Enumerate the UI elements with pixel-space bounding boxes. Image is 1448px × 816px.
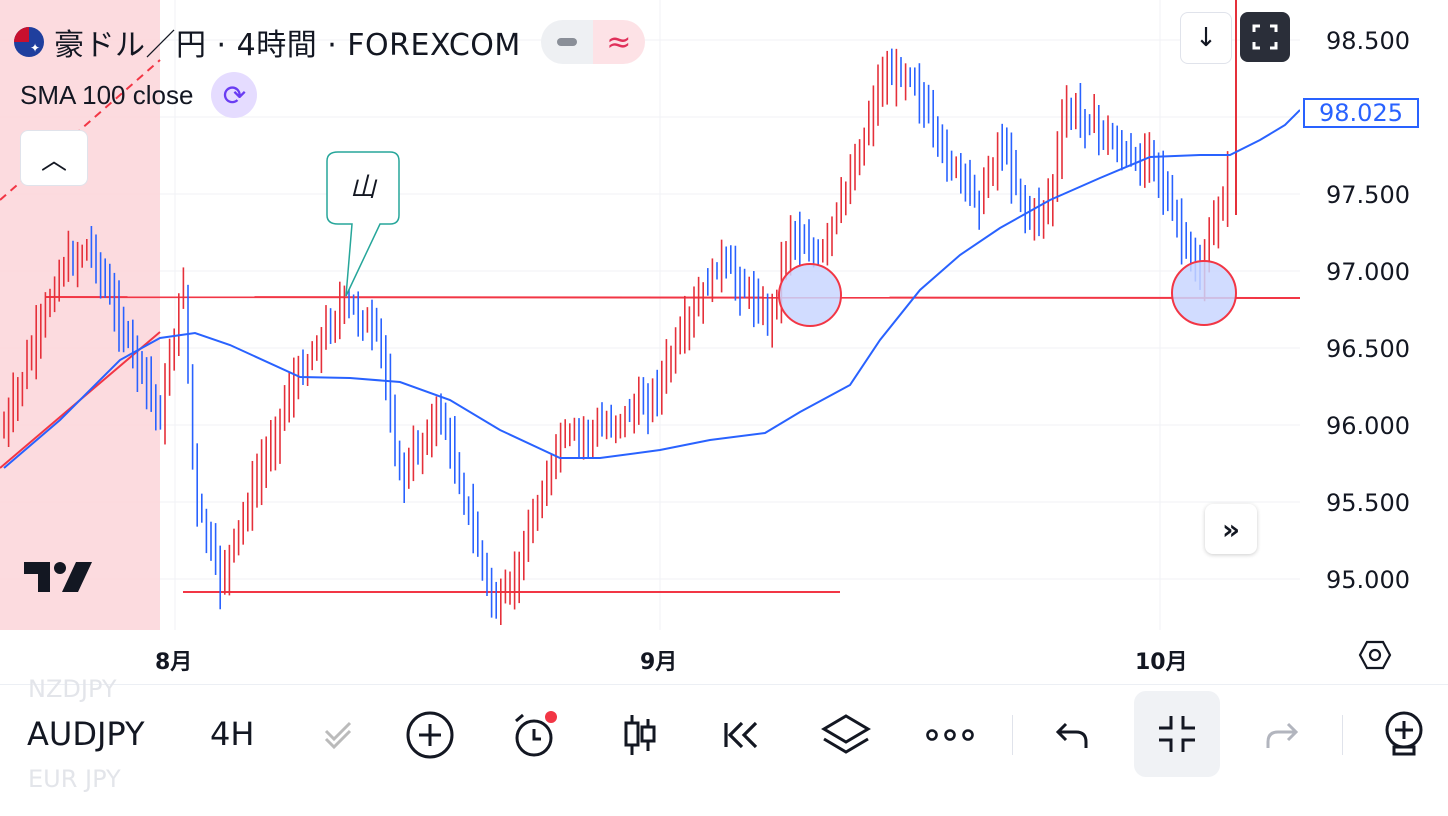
chart-type-button[interactable] <box>612 707 668 763</box>
rewind-icon <box>724 721 758 749</box>
current-price-label: 98.025 <box>1303 98 1419 128</box>
minus-icon[interactable] <box>540 20 593 64</box>
arrow-down-icon: ↓ <box>1195 23 1217 53</box>
alarm-clock-icon <box>515 711 557 757</box>
symbol-prev[interactable]: NZDJPY <box>28 675 117 703</box>
double-chevron-right-icon: » <box>1221 512 1241 546</box>
price-label: 95.500 <box>1326 489 1410 517</box>
scroll-to-realtime-button[interactable]: » <box>1205 504 1257 554</box>
more-button[interactable] <box>922 707 978 763</box>
bottom-toolbar: NZDJPY AUDJPY EUR JPY 4H <box>0 675 1448 816</box>
legend-indicator-row: SMA 100 close ⟳ <box>20 72 258 118</box>
ideas-button[interactable] <box>1376 707 1432 763</box>
grid <box>0 0 1300 630</box>
interval-selector[interactable]: 4H <box>210 715 255 753</box>
collapse-legend-button[interactable]: ︿ <box>20 130 88 186</box>
more-dots-icon <box>926 729 974 741</box>
undo-button[interactable] <box>1044 707 1100 763</box>
redo-icon <box>1266 722 1299 748</box>
settings-hexagon-icon[interactable] <box>1358 638 1392 672</box>
legend-title-row: ✦ 豪ドル／円 · 4時間 · FOREXCOM ≈ <box>14 20 645 64</box>
download-button[interactable]: ↓ <box>1180 12 1232 64</box>
layers-button[interactable] <box>818 707 874 763</box>
add-indicator-button[interactable] <box>402 707 458 763</box>
touch-circle-1 <box>778 263 842 327</box>
redo-button[interactable] <box>1254 707 1310 763</box>
indicator-label[interactable]: SMA 100 close <box>20 79 194 110</box>
highlight-region <box>0 0 160 630</box>
wave-icon[interactable]: ≈ <box>592 20 645 64</box>
toolbar-divider <box>1012 715 1013 755</box>
alerts-button[interactable] <box>506 707 562 763</box>
tradingview-logo <box>24 562 92 592</box>
candlestick-icon <box>624 715 656 755</box>
time-label: 9月 <box>640 650 678 675</box>
sma-line <box>3 109 1300 469</box>
chart-style-toggle[interactable]: ≈ <box>540 20 645 64</box>
layers-icon <box>821 714 871 754</box>
fullscreen-button[interactable] <box>1240 12 1290 62</box>
price-label: 96.500 <box>1326 335 1410 363</box>
toolbar-divider <box>1342 715 1343 755</box>
chevron-up-icon: ︿ <box>40 145 67 176</box>
lightbulb-plus-icon <box>1385 711 1423 756</box>
checkmarks-icon <box>324 721 352 750</box>
touch-circle-2 <box>1171 260 1237 326</box>
undo-icon <box>1055 722 1088 748</box>
symbol-selector[interactable]: AUDJPY <box>27 715 145 753</box>
callout-text: 山 <box>350 173 378 203</box>
time-label: 8月 <box>155 650 193 675</box>
time-label: 10月 <box>1135 650 1188 675</box>
price-chart[interactable]: 山 <box>0 0 1300 630</box>
drawing-tools-button[interactable] <box>310 707 366 763</box>
plus-circle-icon <box>406 711 454 759</box>
price-label: 97.000 <box>1326 258 1410 286</box>
price-label: 97.500 <box>1326 181 1410 209</box>
au-flag-icon: ✦ <box>14 27 44 57</box>
refresh-icon[interactable]: ⟳ <box>211 72 258 118</box>
price-label: 95.000 <box>1326 566 1410 594</box>
price-label: 98.500 <box>1326 27 1410 55</box>
peak-callout[interactable]: 山 <box>326 151 400 297</box>
symbol-next[interactable]: EUR JPY <box>28 765 121 793</box>
replay-button[interactable] <box>714 707 770 763</box>
fullscreen-icon <box>1252 24 1278 50</box>
exit-fullscreen-button[interactable] <box>1134 691 1220 777</box>
resistance-line <box>44 296 1300 299</box>
shrink-icon <box>1159 716 1195 752</box>
price-label: 96.000 <box>1326 412 1410 440</box>
chart-title[interactable]: 豪ドル／円 · 4時間 · FOREXCOM <box>54 28 521 63</box>
